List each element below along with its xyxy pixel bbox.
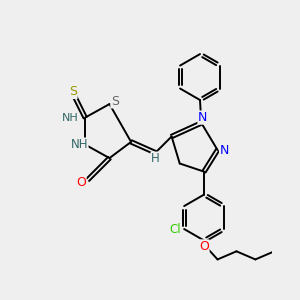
Text: S: S <box>69 85 77 98</box>
Text: Cl: Cl <box>169 223 181 236</box>
Text: O: O <box>76 176 86 189</box>
Text: O: O <box>199 240 209 253</box>
Text: N: N <box>220 143 229 157</box>
Text: S: S <box>111 95 119 108</box>
Text: H: H <box>151 152 160 165</box>
Text: N: N <box>198 111 207 124</box>
Text: NH: NH <box>62 112 79 123</box>
Text: NH: NH <box>70 138 88 151</box>
